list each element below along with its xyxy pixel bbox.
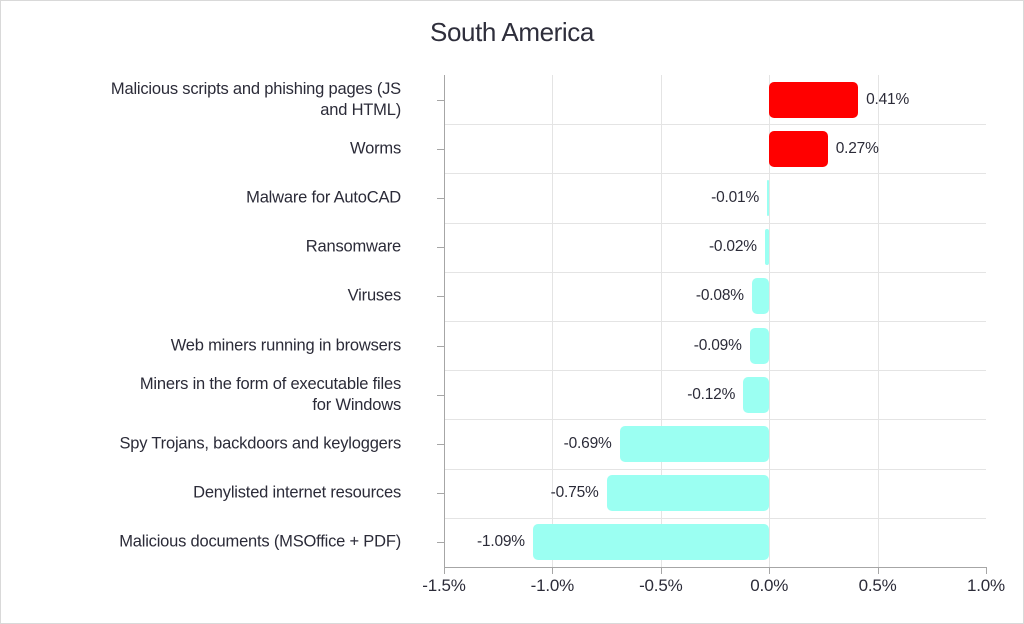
x-axis-label: -0.5% [639, 576, 683, 595]
x-axis-label: -1.5% [422, 576, 466, 595]
gridline-horizontal [444, 124, 986, 126]
y-axis-tick [437, 296, 444, 298]
category-label: Malicious scripts and phishing pages (JS… [110, 79, 401, 119]
value-label: 0.27% [835, 139, 879, 157]
category-label: Malicious documents (MSOffice + PDF) [119, 532, 401, 551]
category-label: Miners in the form of executable files f… [139, 374, 401, 414]
bar-negative [751, 278, 770, 315]
x-axis-tick [769, 567, 771, 574]
gridline-horizontal [444, 468, 986, 470]
bar-negative [606, 475, 770, 512]
bar-negative [532, 524, 770, 561]
x-axis-line [444, 567, 986, 568]
category-label: Denylisted internet resources [193, 483, 401, 502]
category-label: Worms [350, 139, 401, 158]
bar-negative [743, 376, 770, 413]
value-label: -0.69% [563, 435, 612, 452]
x-axis-tick [877, 567, 879, 574]
y-axis-line [444, 75, 445, 567]
y-axis-tick [437, 148, 444, 150]
bar-negative [619, 426, 770, 462]
x-axis-tick [986, 567, 987, 574]
category-label: Web miners running in browsers [170, 336, 401, 355]
category-label: Ransomware [305, 237, 401, 256]
y-axis-tick [437, 198, 444, 199]
x-axis-tick [444, 567, 445, 574]
value-label: -0.01% [711, 189, 760, 206]
gridline-horizontal [444, 419, 986, 421]
gridline-horizontal [444, 271, 986, 273]
bar-negative [764, 229, 770, 266]
gridline-horizontal [444, 222, 986, 224]
gridline-horizontal [444, 370, 986, 372]
bar-negative [749, 327, 770, 364]
value-label: -0.75% [550, 484, 599, 502]
value-label: 0.41% [866, 90, 910, 108]
x-axis-tick [552, 567, 554, 574]
bar-positive [769, 130, 828, 167]
y-axis-tick [437, 394, 444, 396]
gridline-horizontal [444, 321, 986, 322]
category-label: Viruses [347, 286, 402, 305]
y-axis-tick [437, 493, 444, 495]
value-label: -0.08% [695, 287, 744, 305]
y-axis-tick [437, 345, 444, 347]
category-label: Malware for AutoCAD [246, 188, 401, 207]
value-label: -0.12% [687, 385, 736, 403]
gridline-horizontal [444, 173, 986, 175]
value-label: -0.09% [693, 336, 742, 354]
category-label: Spy Trojans, backdoors and keyloggers [119, 434, 401, 453]
y-axis-tick [437, 247, 444, 249]
x-axis-label: 1.0% [967, 576, 1005, 595]
value-label: -1.09% [476, 533, 525, 551]
y-axis-tick [437, 542, 444, 544]
bar-negative [767, 180, 770, 216]
x-axis-label: 0.5% [858, 576, 897, 595]
x-axis-label: 0.0% [750, 576, 789, 595]
bar-positive [769, 81, 859, 118]
value-label: -0.02% [708, 238, 757, 256]
x-axis-label: -1.0% [530, 576, 575, 595]
gridline-horizontal [444, 517, 986, 519]
y-axis-tick [437, 99, 444, 101]
chart-title: South America [430, 17, 594, 47]
x-axis-tick [660, 567, 662, 574]
y-axis-tick [437, 444, 444, 445]
